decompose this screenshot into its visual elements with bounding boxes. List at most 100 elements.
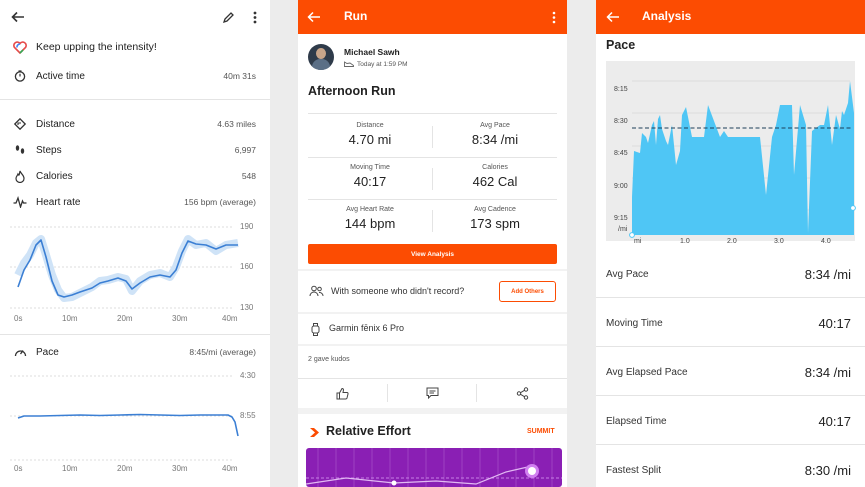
pace-x-tick: 1.0 [680,238,690,245]
edit-pencil-icon[interactable] [220,9,236,25]
analysis-title: Analysis [642,9,692,23]
back-arrow-icon[interactable] [605,9,621,25]
stat-value: 144 bpm [344,216,396,231]
thumbs-up-icon[interactable] [334,385,350,401]
fit-top-bar [0,0,270,34]
stat-distance: Distance 4.70 mi [308,122,432,147]
effort-current-point [528,467,536,475]
relative-effort-graph [306,448,562,487]
divider [596,395,865,396]
divider [0,334,270,335]
heart-rate-chart [10,226,239,309]
divider [0,99,270,100]
time-axis-label: 40m [222,464,238,473]
add-others-button[interactable]: Add Others [499,281,556,302]
avatar[interactable] [308,44,334,70]
divider [596,444,865,445]
distance-icon [12,116,28,132]
time-axis-label: 30m [172,464,188,473]
stat-avg-heart-rate: Avg Heart Rate 144 bpm [308,206,432,231]
summit-chevron-icon [308,426,320,438]
shoe-icon [344,61,354,67]
stat-value: 40:17 [353,174,387,189]
run-title: Run [344,9,368,23]
analysis-row-label: Fastest Split [606,464,662,476]
divider [432,168,433,190]
pace-y-tick: 8:15 [614,86,628,93]
more-options-icon[interactable] [247,9,263,25]
comment-icon[interactable] [424,385,440,401]
time-axis-label: 20m [117,464,133,473]
view-analysis-button[interactable]: View Analysis [308,244,557,264]
back-arrow-icon[interactable] [10,9,26,25]
pace-x-unit: mi [634,238,642,245]
analysis-row-value: 40:17 [818,315,851,331]
divider [596,346,865,347]
divider [298,378,567,379]
distance-label: Distance [36,118,75,130]
analysis-row-value: 40:17 [818,413,851,429]
pace-value: 8:45/mi (average) [189,347,256,357]
fit-activity-panel: Keep upping the intensity! Active time 4… [0,0,270,487]
analysis-app-bar: Analysis [596,0,865,34]
pace-row: Pace 8:45/mi (average) [12,342,256,362]
divider [308,199,557,200]
divider [476,384,477,402]
time-axis-label: 0s [14,464,23,473]
pace-label: Pace [36,346,59,358]
effort-point [391,480,397,486]
pace-x-tick: 4.0 [821,238,831,245]
stat-label: Avg Cadence [474,206,516,213]
stat-label: Moving Time [350,164,390,171]
athlete-name[interactable]: Michael Sawh [344,47,400,57]
activity-title: Afternoon Run [308,84,396,98]
effort-line [306,465,533,485]
heart-rate-row: Heart rate 156 bpm (average) [12,192,256,212]
hr-axis-label: 190 [240,222,254,231]
analysis-row-value: 8:34 /mi [804,266,851,282]
divider [432,210,433,232]
stat-calories: Calories 462 Cal [433,164,557,189]
stat-value: 8:34 /mi [471,132,519,147]
kudos-count[interactable]: 2 gave kudos [308,356,350,363]
someone-prompt: With someone who didn't record? [331,286,465,296]
calories-row: Calories 548 [12,166,256,186]
stat-label: Distance [356,122,384,129]
analysis-row-label: Moving Time [606,317,663,329]
activity-card: Michael Sawh Today at 1:59 PM Afternoon … [298,34,567,269]
summit-label[interactable]: SUMMIT [527,428,555,435]
divider [308,113,557,114]
strava-run-panel: Run Michael Sawh Today at 1:59 PM Aftern… [298,0,567,487]
pace-y-tick: 9:00 [614,183,628,190]
more-options-icon[interactable] [549,9,559,25]
active-time-row: Active time 40m 31s [12,66,256,86]
watch-icon [308,322,322,336]
analysis-row-value: 8:34 /mi [804,364,851,380]
share-icon[interactable] [514,385,530,401]
back-arrow-icon[interactable] [306,9,322,25]
relative-effort-card: Relative Effort SUMMIT [298,414,567,487]
stat-value: 173 spm [470,216,520,231]
activity-time: Today at 1:59 PM [357,60,408,68]
distance-value: 4.63 miles [217,119,256,129]
hr-line [17,239,238,298]
analysis-row-avg-elapsed-pace: Avg Elapsed Pace 8:34 /mi [606,362,851,382]
speedometer-icon [12,344,28,360]
divider [308,157,557,158]
pace-x-tick: 2.0 [727,238,737,245]
stat-label: Calories [482,164,508,171]
stat-label: Avg Pace [480,122,510,129]
pace-y-unit: /mi [618,226,628,233]
fit-heart-icon [12,39,28,55]
heart-rate-label: Heart rate [36,196,81,208]
stat-value: 462 Cal [472,174,518,189]
pace-axis-label: 8:55 [240,411,256,420]
pace-x-tick: 3.0 [774,238,784,245]
analysis-row-avg-pace: Avg Pace 8:34 /mi [606,264,851,284]
time-axis-label: 10m [62,464,78,473]
steps-label: Steps [36,144,62,156]
pace-axis-label: 4:30 [240,371,256,380]
run-app-bar: Run [298,0,567,34]
time-axis-label: 40m [222,314,238,323]
social-card: 2 gave kudos [298,346,567,408]
